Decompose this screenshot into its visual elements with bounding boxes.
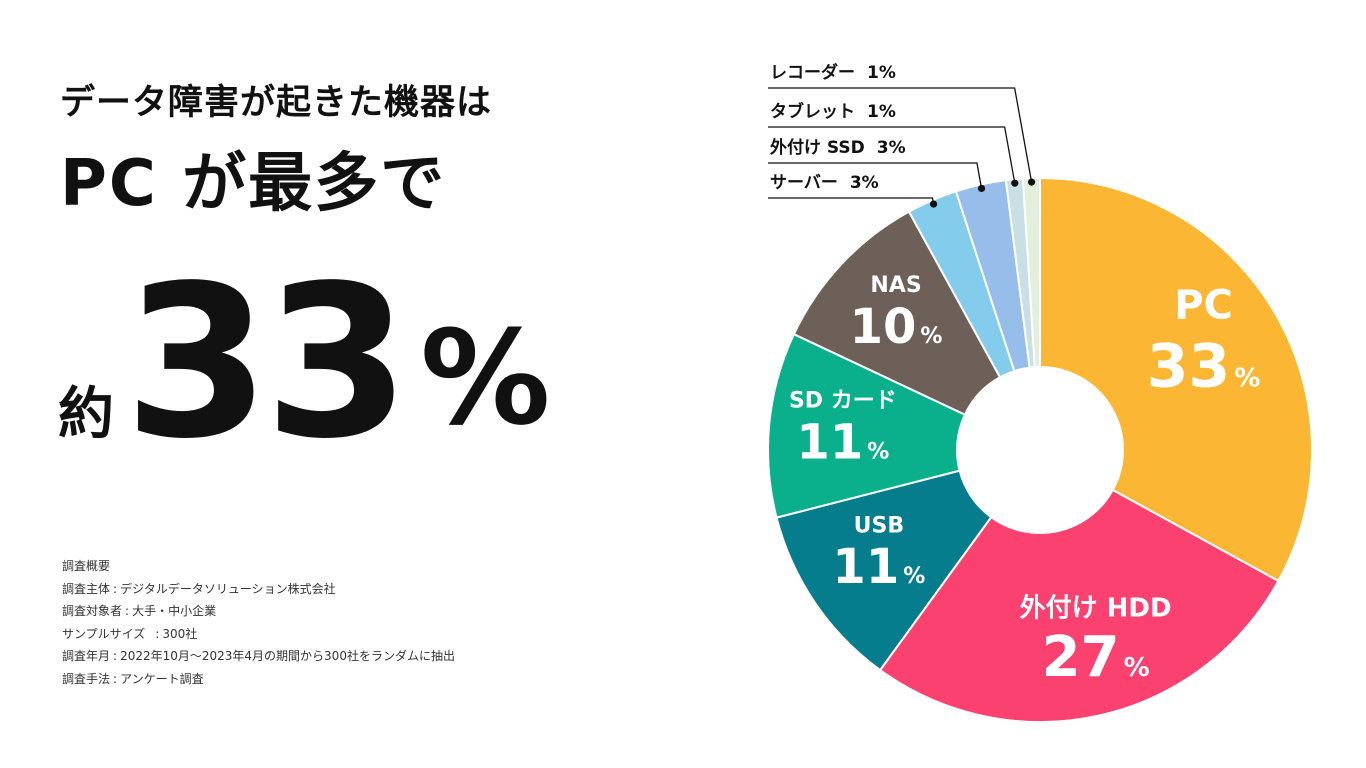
slice-label-name: SD カード	[789, 388, 897, 413]
slice-hdd	[878, 488, 1280, 723]
callout-line	[768, 197, 935, 205]
survey-row-value: デジタルデータソリューション株式会社	[120, 581, 336, 596]
callout-label: サーバー 3%	[770, 173, 879, 193]
highlight-stat: 約 33 %	[58, 258, 551, 468]
survey-row-label: 調査主体	[62, 581, 111, 596]
slice-slice-8	[1021, 176, 1041, 369]
callout-dot	[977, 184, 986, 193]
highlight-unit: %	[420, 302, 551, 454]
callout-label: レコーダー 1%	[770, 62, 896, 83]
slice-pc	[1039, 176, 1313, 583]
survey-title: 調査概要	[62, 559, 111, 573]
callout-line	[768, 87, 1033, 183]
survey-row-value: 300社	[162, 626, 198, 641]
survey-row-label: サンプルサイズ	[62, 626, 146, 641]
survey-row-value: 大手・中小企業	[132, 604, 217, 619]
callout-dot	[1011, 179, 1019, 187]
survey-row: サンプルサイズ:300社	[62, 623, 455, 646]
survey-row-value: アンケート調査	[120, 671, 204, 686]
callout-label: 外付け SSD 3%	[770, 137, 906, 158]
survey-row-value: 2022年10月〜2023年4月の期間から300社をランダムに抽出	[120, 649, 455, 664]
survey-row-label: 調査対象者	[62, 604, 123, 619]
slice-label-name: 外付け HDD	[1020, 593, 1172, 623]
callout-line	[768, 162, 983, 189]
slice-label-name: USB	[854, 513, 904, 538]
callout-line	[768, 126, 1016, 184]
callout-dot	[929, 200, 938, 208]
headline-line-2: PC が最多で	[60, 147, 447, 221]
highlight-prefix: 約	[58, 382, 114, 447]
survey-overview: 調査概要 調査主体: デジタルデータソリューション株式会社 調査対象者: 大手・中小…	[62, 555, 455, 691]
slice-sd	[767, 332, 967, 519]
survey-row: 調査手法: アンケート調査	[62, 668, 455, 691]
slice-nas	[792, 210, 1002, 416]
callout-dot	[1027, 178, 1036, 186]
slice-usb	[775, 469, 993, 672]
highlight-value: 33	[124, 240, 410, 485]
survey-row: 調査対象者: 大手・中小企業	[62, 600, 455, 623]
survey-row: 調査年月:2022年10月〜2023年4月の期間から300社をランダムに抽出	[62, 645, 455, 668]
slice-label-name: NAS	[870, 273, 921, 298]
survey-row-label: 調査手法	[62, 671, 111, 686]
survey-row: 調査主体: デジタルデータソリューション株式会社	[62, 578, 455, 601]
callout-label: タブレット 1%	[770, 101, 896, 122]
headline-line-1: データ障害が起きた機器は	[60, 83, 493, 123]
survey-row-label: 調査年月	[62, 649, 111, 664]
slice-label-name: PC	[1174, 282, 1233, 328]
